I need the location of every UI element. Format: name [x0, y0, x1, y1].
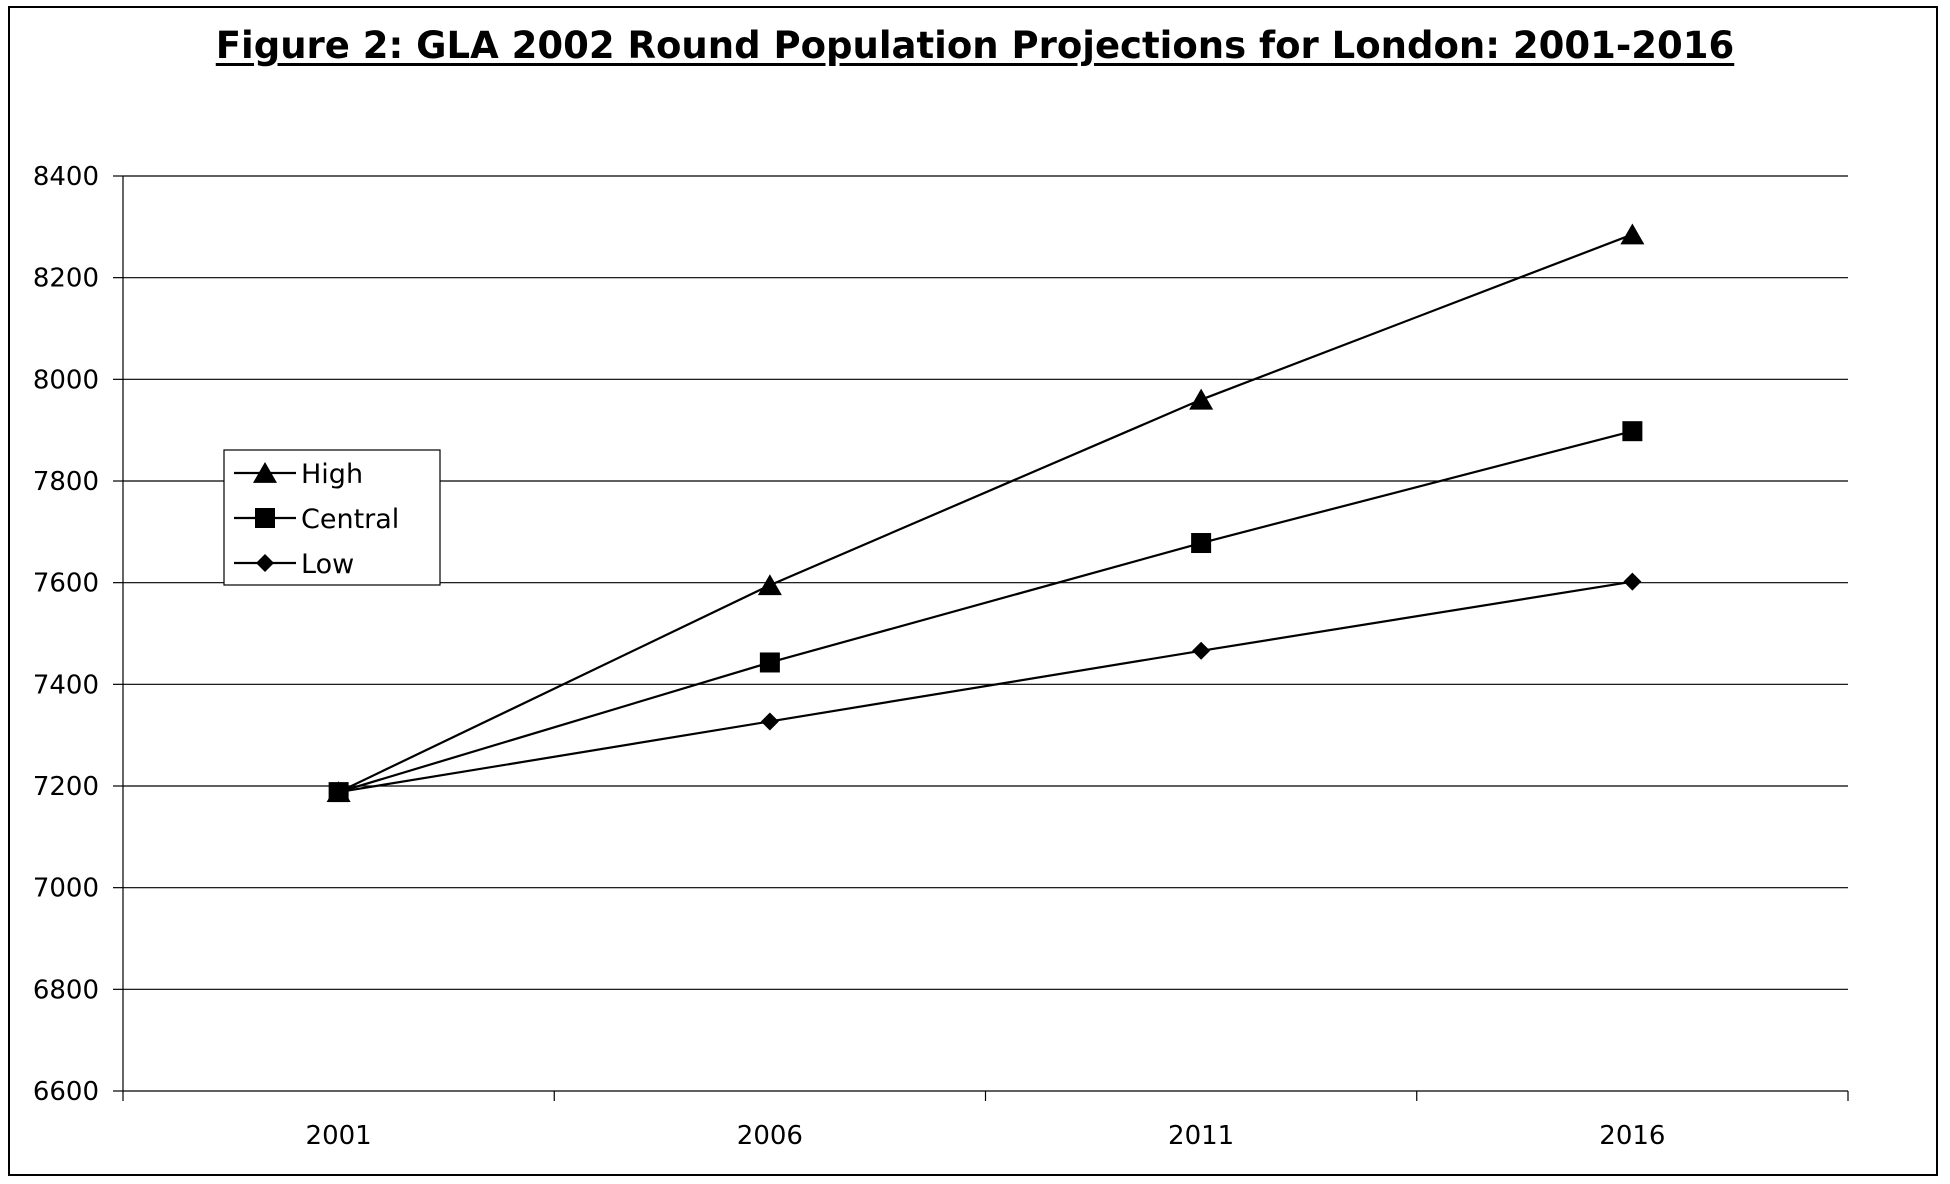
legend-label-high: High — [301, 459, 363, 490]
y-tick-label: 6600 — [33, 1077, 99, 1107]
x-tick-label: 2001 — [306, 1121, 372, 1151]
point-high — [757, 574, 782, 596]
y-tick-label: 7600 — [33, 569, 99, 599]
y-tick-label: 7200 — [33, 772, 99, 802]
x-tick-label: 2011 — [1168, 1121, 1234, 1151]
series-line-high — [338, 233, 1633, 794]
y-tick-label: 7800 — [33, 467, 99, 497]
point-low — [1192, 641, 1211, 660]
y-tick-label: 8000 — [33, 365, 99, 395]
y-tick-label: 6800 — [33, 975, 99, 1005]
chart-frame — [8, 6, 1938, 1176]
point-central — [1622, 421, 1643, 442]
series-line-central — [338, 430, 1633, 794]
y-tick-label: 8200 — [33, 264, 99, 294]
axes — [122, 176, 1848, 1092]
x-tick-label: 2006 — [737, 1121, 803, 1151]
y-tick-label: 7400 — [33, 670, 99, 700]
legend-marker-central — [255, 508, 275, 528]
legend-label-central: Central — [301, 504, 399, 535]
y-tick-label: 8400 — [33, 162, 99, 192]
legend: High Central Low — [223, 449, 441, 586]
point-high — [1189, 388, 1214, 410]
series-group — [326, 223, 1645, 803]
y-tick-label: 7000 — [33, 874, 99, 904]
point-low — [329, 783, 348, 802]
legend-label-low: Low — [301, 549, 354, 580]
point-central — [759, 652, 780, 673]
point-high — [1620, 223, 1645, 245]
point-low — [760, 712, 779, 731]
x-tick-label: 2016 — [1599, 1121, 1665, 1151]
legend-marker-high — [253, 462, 277, 483]
series-line-low — [338, 580, 1633, 794]
x-axis-ticks: 2001 2006 2011 2016 — [122, 1091, 1849, 1151]
legend-marker-low — [256, 554, 274, 572]
y-axis-ticks: 6600 6800 7000 7200 7400 7600 7800 8000 8200 8400 — [33, 162, 123, 1107]
chart-title: Figure 2: GLA 2002 Round Population Proj… — [215, 24, 1735, 67]
point-low — [1623, 572, 1642, 591]
point-central — [1191, 533, 1212, 554]
